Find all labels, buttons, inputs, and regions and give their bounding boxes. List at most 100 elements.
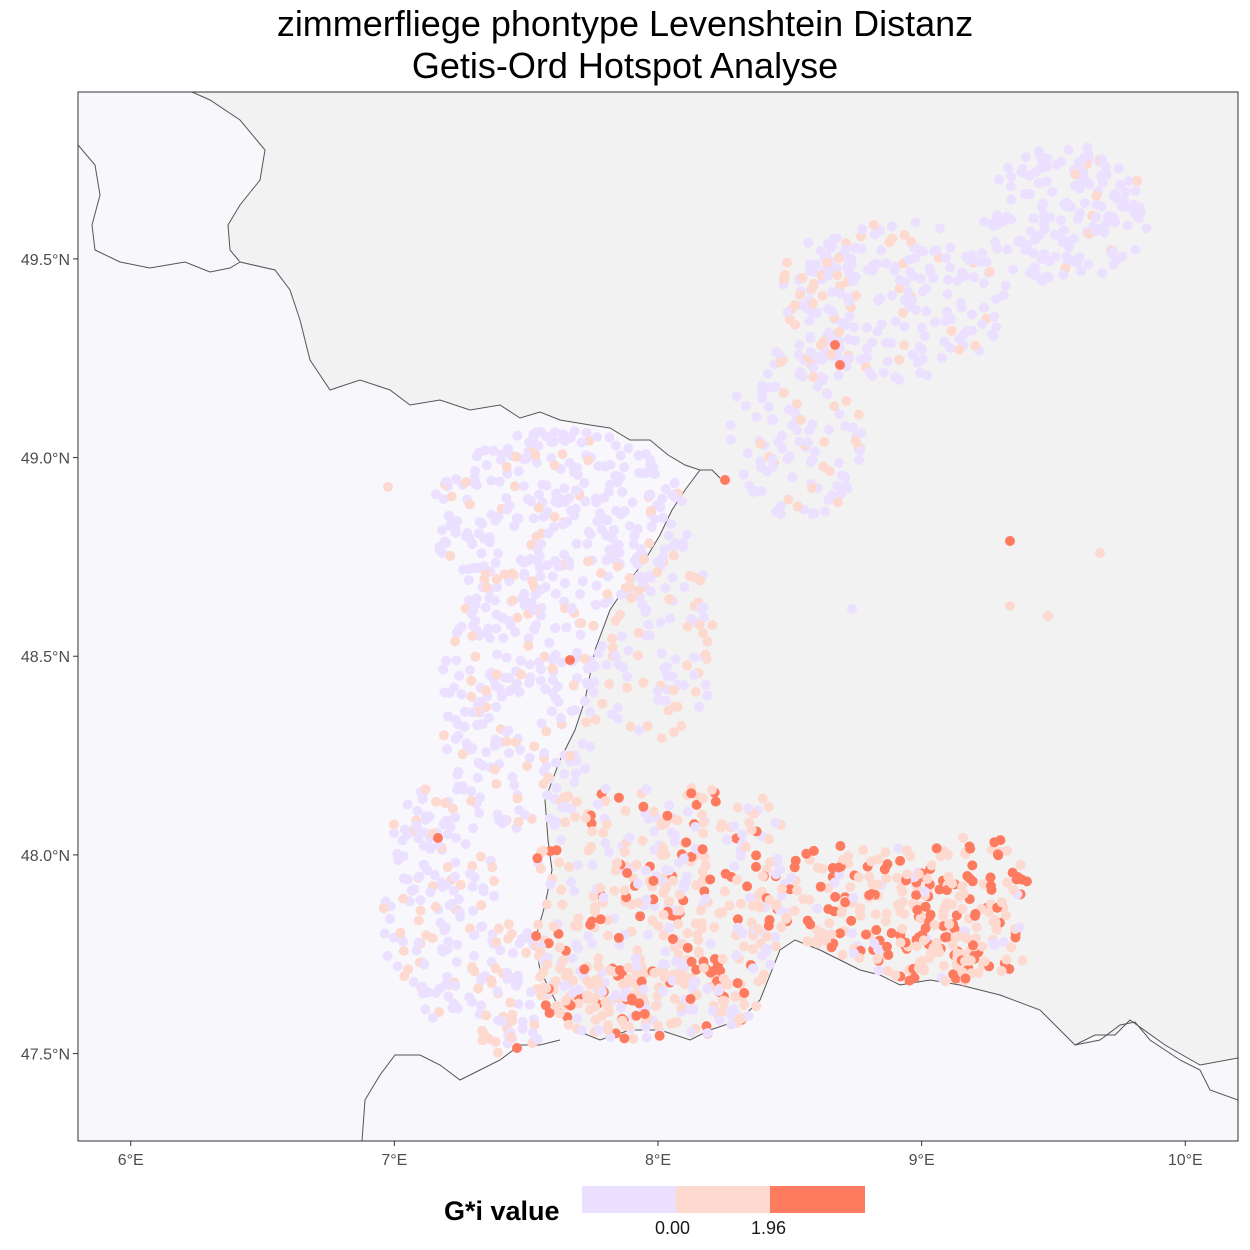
point-cold — [566, 876, 577, 887]
point-cold — [483, 623, 494, 634]
point-cold — [954, 334, 965, 344]
point-cold — [1134, 202, 1145, 213]
point-warm — [832, 497, 843, 508]
point-warm — [807, 483, 818, 493]
point-cold — [812, 381, 823, 392]
point-warm — [664, 896, 675, 907]
point-cold — [593, 1025, 604, 1036]
point-cold — [815, 372, 826, 383]
point-cold — [987, 219, 998, 229]
point-cold — [427, 1012, 438, 1023]
point-warm — [420, 784, 431, 795]
point-warm — [971, 922, 982, 933]
point-cold — [1072, 214, 1083, 224]
point-warm — [647, 915, 658, 926]
point-cold — [1083, 149, 1094, 160]
hotspot-points-layer — [378, 142, 1152, 1058]
point-cold — [993, 174, 1004, 185]
point-cold — [855, 446, 865, 457]
point-cold — [420, 1004, 431, 1015]
point-hot — [686, 956, 697, 967]
point-warm — [505, 997, 516, 1008]
point-warm — [973, 967, 984, 978]
point-cold — [1042, 176, 1052, 187]
point-cold — [611, 505, 622, 516]
point-cold — [702, 983, 713, 994]
point-warm — [837, 949, 848, 960]
point-cold — [470, 465, 480, 476]
point-warm — [573, 998, 584, 1009]
point-cold — [429, 870, 440, 880]
point-warm — [935, 851, 946, 862]
point-warm — [580, 812, 591, 823]
point-warm — [884, 237, 895, 248]
point-warm — [489, 876, 499, 886]
point-hot — [654, 1030, 665, 1041]
point-hot — [540, 1000, 551, 1011]
point-warm — [894, 283, 905, 294]
point-warm — [467, 631, 478, 641]
point-warm — [480, 685, 491, 696]
point-cold — [881, 258, 892, 269]
point-warm — [672, 815, 683, 826]
point-warm — [659, 818, 670, 829]
point-warm — [622, 682, 632, 693]
point-cold — [633, 878, 643, 889]
point-cold — [471, 593, 482, 604]
point-warm — [778, 273, 789, 284]
point-cold — [1108, 259, 1119, 270]
point-warm — [906, 236, 917, 247]
point-cold — [389, 828, 399, 839]
point-warm — [501, 462, 512, 472]
border-south-east — [1074, 1021, 1238, 1101]
point-warm — [645, 506, 656, 516]
point-warm — [383, 482, 393, 492]
point-cold — [873, 965, 884, 976]
point-cold — [475, 792, 486, 803]
point-warm — [415, 905, 426, 916]
point-cold — [532, 1034, 543, 1045]
point-warm — [671, 1016, 682, 1027]
point-cold — [1079, 198, 1090, 209]
point-cold — [473, 447, 484, 458]
point-cold — [683, 806, 693, 817]
point-cold — [542, 560, 553, 571]
point-cold — [490, 515, 501, 526]
point-warm — [398, 946, 409, 956]
point-warm — [698, 963, 709, 973]
point-cold — [762, 368, 773, 379]
point-warm — [653, 1020, 664, 1031]
point-cold — [786, 872, 797, 883]
y-tick-label: 48.5°N — [21, 649, 70, 666]
point-warm — [481, 1010, 492, 1021]
point-warm — [864, 871, 875, 882]
point-warm — [882, 965, 893, 976]
point-warm — [521, 947, 532, 958]
point-cold — [914, 341, 925, 352]
point-cold — [643, 929, 654, 940]
point-cold — [666, 519, 677, 529]
point-cold — [559, 769, 570, 779]
x-tick-label: 9°E — [909, 1152, 935, 1169]
point-cold — [638, 984, 649, 995]
point-cold — [1020, 152, 1031, 163]
point-cold — [551, 757, 561, 768]
point-cold — [1006, 171, 1017, 182]
point-warm — [897, 307, 908, 318]
point-warm — [602, 589, 613, 600]
point-warm — [490, 963, 501, 974]
point-cold — [843, 334, 854, 345]
point-cold — [881, 337, 892, 348]
point-warm — [1001, 954, 1012, 965]
point-warm — [795, 414, 806, 425]
point-warm — [834, 281, 845, 292]
point-cold — [877, 319, 887, 330]
point-warm — [913, 869, 924, 880]
point-cold — [1074, 252, 1085, 263]
point-cold — [560, 578, 571, 589]
point-warm — [676, 720, 687, 731]
point-cold — [911, 304, 921, 315]
point-cold — [945, 342, 956, 353]
point-hot — [691, 799, 702, 810]
point-warm — [557, 899, 568, 910]
